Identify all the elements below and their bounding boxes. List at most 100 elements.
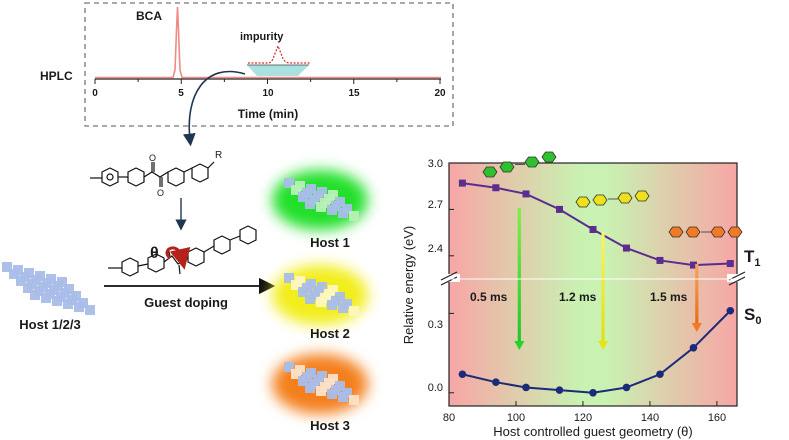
transition-arrow-shaft <box>517 208 521 342</box>
conformer-ring <box>685 226 701 238</box>
s0-data-point <box>522 383 530 392</box>
s0-data-point <box>589 388 597 397</box>
crystal-tile <box>327 205 337 215</box>
lifetime-annotation: 0.5 ms <box>470 290 508 304</box>
substituent-label: R <box>215 150 222 161</box>
crystal-tile <box>2 262 12 272</box>
y-tick-label: 2.7 <box>428 199 443 211</box>
t1-data-point <box>689 261 697 269</box>
t1-data-point <box>492 184 500 192</box>
crystal-tile <box>291 280 301 290</box>
hplc-tick-label: 15 <box>348 88 360 99</box>
doped-molecule-structure <box>108 225 257 277</box>
hplc-tick-label: 5 <box>178 88 184 99</box>
crystal-tile <box>16 276 26 286</box>
host-2-crystal <box>272 265 368 325</box>
x-tick-label: 120 <box>574 412 592 424</box>
transition-arrow-head <box>691 323 702 332</box>
crystal-tile <box>298 192 308 202</box>
hplc-side-label: HPLC <box>40 69 73 83</box>
green-conformer-icon <box>482 151 557 178</box>
x-tick-label: 80 <box>443 412 455 424</box>
crystal-tile <box>316 386 326 396</box>
y-tick-label: 3.0 <box>428 158 443 170</box>
s0-data-point <box>656 370 664 379</box>
crystal-tile <box>305 199 315 209</box>
chart-marks <box>448 162 735 406</box>
yellow-conformer-icon <box>575 190 650 208</box>
crystal-tile <box>349 306 359 316</box>
crystal-tile <box>316 202 326 212</box>
s0-data-point <box>726 306 735 315</box>
conformer-ring <box>634 190 650 202</box>
t1-data-point <box>726 260 734 268</box>
y-tick-label: 0.3 <box>428 319 443 331</box>
crystal-tile <box>291 369 301 379</box>
t1-data-point <box>556 205 564 213</box>
s0-data-point <box>555 386 564 394</box>
conformer-ring <box>499 161 515 173</box>
crystal-tile <box>338 303 348 313</box>
conformer-ring <box>524 156 540 168</box>
impurity-area <box>247 65 309 76</box>
conformer-ring <box>482 166 498 178</box>
guest-molecule-structure <box>90 161 215 187</box>
lifetime-annotation: 1.2 ms <box>559 290 597 304</box>
hplc-x-label: Time (min) <box>238 107 298 121</box>
transition-arrow-head <box>514 341 525 350</box>
t1-data-point <box>656 256 664 264</box>
guest-doping-label: Guest doping <box>144 295 228 310</box>
crystal-tile <box>298 376 308 386</box>
crystal-tile <box>284 273 294 283</box>
host-1-crystal <box>272 170 368 230</box>
crystal-tile <box>23 283 33 293</box>
host-crystal <box>2 262 95 315</box>
impurity-inset: impurity <box>240 31 310 76</box>
crystal-tile <box>338 392 348 402</box>
transition-arrow-shaft <box>601 232 605 342</box>
crystal-tile <box>74 302 84 312</box>
oxygen-label: O <box>157 188 164 198</box>
s0-data-point <box>458 370 467 379</box>
x-tick-label: 140 <box>641 412 659 424</box>
conformer-ring <box>541 151 557 163</box>
lifetime-annotation: 1.5 ms <box>650 290 688 304</box>
crystal-tile <box>338 208 348 218</box>
host-3-label: Host 3 <box>310 418 350 433</box>
rotation-arrow <box>165 246 191 270</box>
hplc-tick-label: 10 <box>262 88 274 99</box>
hplc-panel: HPLC 0 5 10 15 20 Time (min) BCA impurit… <box>40 2 454 127</box>
crystal-tile <box>9 269 19 279</box>
chart-y-label: Relative energy (eV) <box>401 226 416 345</box>
hplc-tick-label: 0 <box>92 88 98 99</box>
host-3-crystal <box>272 354 368 414</box>
crystal-tile <box>298 287 308 297</box>
hplc-peak-label: BCA <box>136 9 162 23</box>
s0-data-point <box>689 343 698 352</box>
crystal-tile <box>284 178 294 188</box>
energy-chart: Host controlled guest geometry (θ) Relat… <box>401 151 761 439</box>
s0-series-label: S0 <box>744 305 761 327</box>
conformer-ring <box>575 196 591 208</box>
crystal-tile <box>316 297 326 307</box>
t1-data-point <box>522 190 530 198</box>
crystal-tile <box>284 362 294 372</box>
crystal-tile <box>41 293 51 303</box>
chart-frame <box>448 162 738 407</box>
crystal-tile <box>85 305 95 315</box>
transition-arrow-head <box>598 341 609 350</box>
conformer-ring <box>710 226 726 238</box>
crystal-tile <box>63 299 73 309</box>
crystal-tile <box>349 211 359 221</box>
axis-break <box>438 271 747 286</box>
t1-data-point <box>622 244 630 252</box>
host-2-label: Host 2 <box>310 326 350 341</box>
s0-data-point <box>492 378 500 386</box>
impurity-label: impurity <box>240 31 284 43</box>
crystal-tile <box>327 300 337 310</box>
hplc-tick-label: 20 <box>434 88 446 99</box>
crystal-tile <box>349 395 359 405</box>
crystal-tile <box>291 185 301 195</box>
s0-data-point <box>622 383 631 392</box>
hplc-ticks <box>94 79 441 84</box>
